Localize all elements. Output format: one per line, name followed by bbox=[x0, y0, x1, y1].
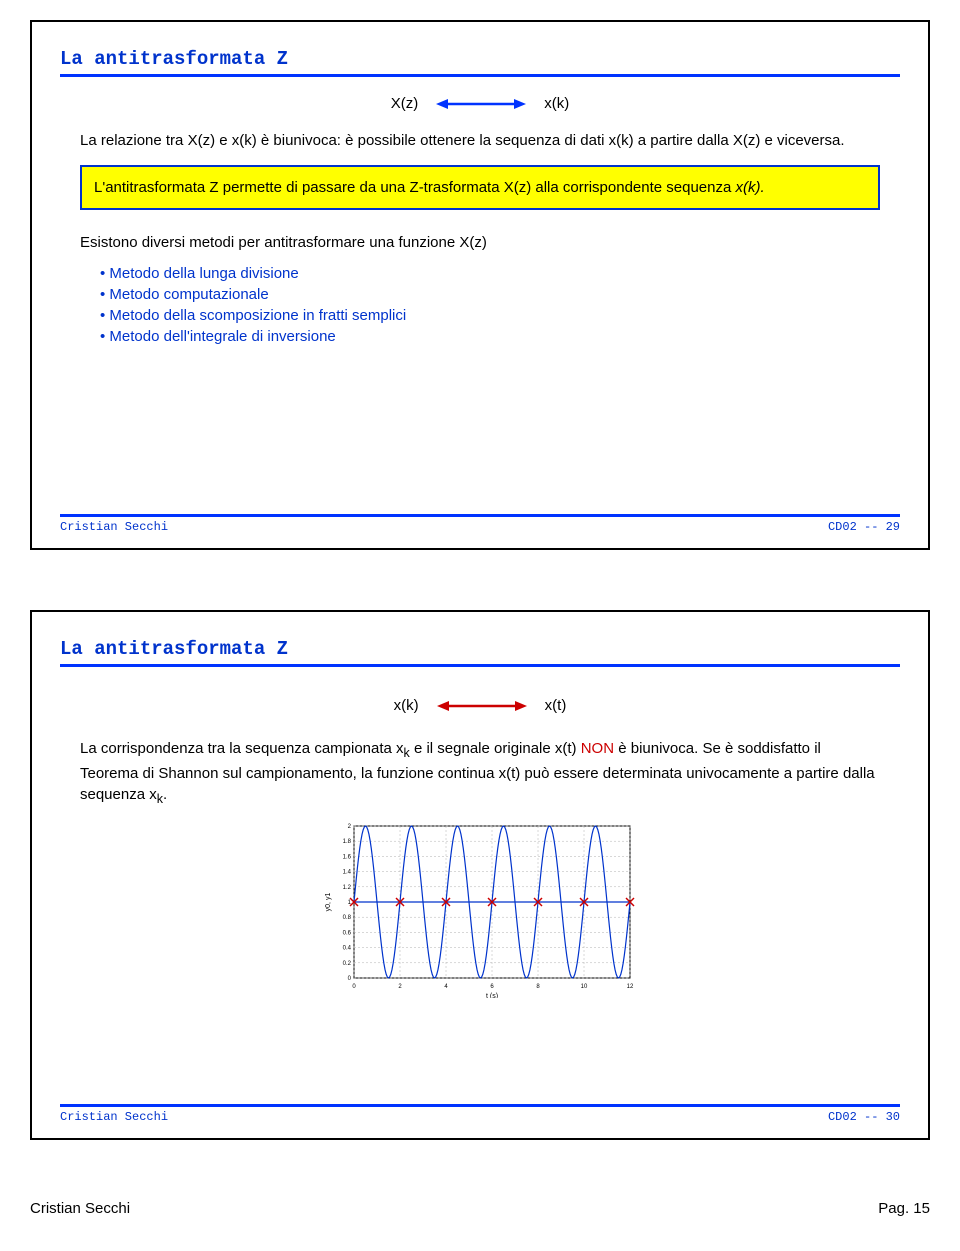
svg-text:0.8: 0.8 bbox=[343, 915, 352, 921]
svg-text:0.2: 0.2 bbox=[343, 961, 352, 967]
body-paragraph: La corrispondenza tra la sequenza campio… bbox=[80, 738, 880, 808]
svg-text:1.4: 1.4 bbox=[343, 870, 352, 876]
slide-title: La antitrasformata Z bbox=[60, 48, 900, 70]
svg-text:t (s): t (s) bbox=[486, 993, 498, 998]
svg-text:0: 0 bbox=[348, 976, 352, 982]
svg-text:6: 6 bbox=[490, 984, 494, 990]
svg-text:2: 2 bbox=[398, 984, 402, 990]
arrow-left-label: x(k) bbox=[394, 697, 419, 714]
title-underline bbox=[60, 664, 900, 667]
svg-text:0.6: 0.6 bbox=[343, 930, 352, 936]
slide-footer: Cristian Secchi CD02 -- 30 bbox=[60, 1104, 900, 1124]
svg-text:12: 12 bbox=[627, 984, 634, 990]
svg-text:1.8: 1.8 bbox=[343, 839, 352, 845]
svg-text:0: 0 bbox=[352, 984, 356, 990]
slide-title: La antitrasformata Z bbox=[60, 638, 900, 660]
svg-text:1.2: 1.2 bbox=[343, 885, 352, 891]
method-item: Metodo della scomposizione in fratti sem… bbox=[100, 305, 860, 326]
svg-text:10: 10 bbox=[581, 984, 588, 990]
non-emphasis: NON bbox=[581, 740, 614, 757]
svg-text:4: 4 bbox=[444, 984, 448, 990]
arrow-row: X(z) x(k) bbox=[60, 95, 900, 112]
arrow-row: x(k) x(t) bbox=[60, 697, 900, 714]
svg-text:y0, y1: y0, y1 bbox=[325, 893, 332, 912]
methods-intro: Esistono diversi metodi per antitrasform… bbox=[80, 232, 880, 253]
footer-pagecode: CD02 -- 30 bbox=[828, 1110, 900, 1124]
method-item: Metodo computazionale bbox=[100, 284, 860, 305]
highlight-box: L'antitrasformata Z permette di passare … bbox=[80, 165, 880, 210]
slide-1: La antitrasformata Z X(z) x(k) La relazi… bbox=[30, 20, 930, 550]
footer-line bbox=[60, 1104, 900, 1107]
bidirectional-arrow-icon bbox=[436, 96, 526, 112]
bidirectional-arrow-icon bbox=[437, 698, 527, 714]
svg-text:0.4: 0.4 bbox=[343, 946, 352, 952]
svg-text:8: 8 bbox=[536, 984, 540, 990]
title-underline bbox=[60, 74, 900, 77]
arrow-right-label: x(k) bbox=[544, 95, 569, 112]
footer-author: Cristian Secchi bbox=[60, 1110, 168, 1124]
page-footer: Cristian Secchi Pag. 15 bbox=[30, 1200, 930, 1217]
chart-container: 00.20.40.60.811.21.41.61.82024681012t (s… bbox=[60, 818, 900, 998]
arrow-left-label: X(z) bbox=[391, 95, 419, 112]
sampling-chart: 00.20.40.60.811.21.41.61.82024681012t (s… bbox=[320, 818, 640, 998]
slide-2: La antitrasformata Z x(k) x(t) La corris… bbox=[30, 610, 930, 1140]
footer-author: Cristian Secchi bbox=[60, 520, 168, 534]
arrow-right-label: x(t) bbox=[545, 697, 567, 714]
svg-text:1.6: 1.6 bbox=[343, 854, 352, 860]
footer-pagecode: CD02 -- 29 bbox=[828, 520, 900, 534]
page-footer-right: Pag. 15 bbox=[878, 1200, 930, 1217]
slide-footer: Cristian Secchi CD02 -- 29 bbox=[60, 514, 900, 534]
intro-text: La relazione tra X(z) e x(k) è biunivoca… bbox=[80, 130, 880, 151]
svg-text:2: 2 bbox=[348, 824, 352, 830]
footer-line bbox=[60, 514, 900, 517]
method-item: Metodo della lunga divisione bbox=[100, 263, 860, 284]
yellowbox-italic: x(k). bbox=[736, 179, 765, 196]
page-footer-left: Cristian Secchi bbox=[30, 1200, 130, 1217]
yellowbox-text: L'antitrasformata Z permette di passare … bbox=[94, 179, 736, 196]
method-item: Metodo dell'integrale di inversione bbox=[100, 326, 860, 347]
methods-list: Metodo della lunga divisione Metodo comp… bbox=[100, 263, 860, 347]
